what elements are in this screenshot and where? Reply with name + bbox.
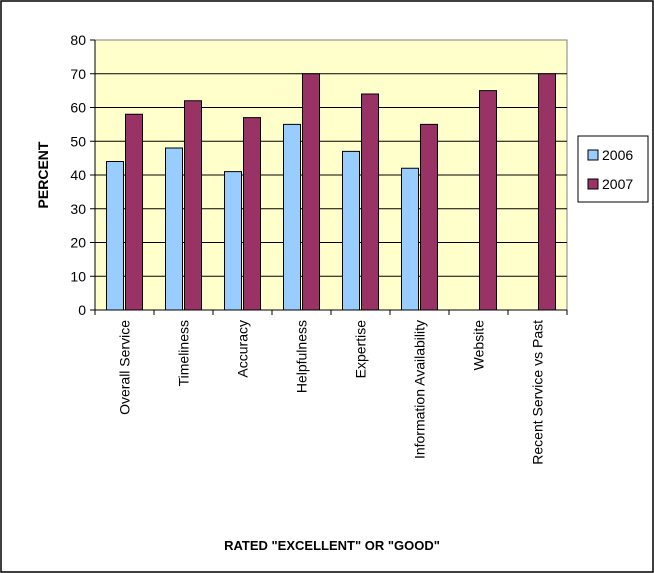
x-tick-label: Expertise <box>353 320 369 379</box>
y-axis: 0 10 20 30 40 50 60 70 80 <box>70 32 96 318</box>
bar-2007 <box>420 123 438 311</box>
y-tick-label: 70 <box>70 66 86 82</box>
bar-2007 <box>538 73 556 311</box>
y-tick-label: 10 <box>70 268 86 284</box>
y-tick-label: 60 <box>70 100 86 116</box>
y-tick-label: 50 <box>70 133 86 149</box>
y-tick-label: 0 <box>78 302 86 318</box>
legend-label: 2006 <box>602 147 633 163</box>
x-tick-label: Timeliness <box>176 320 192 386</box>
y-tick-label: 30 <box>70 201 86 217</box>
x-axis: Overall Service Timeliness Accuracy Helpful… <box>94 309 568 465</box>
bar-2007 <box>361 93 379 311</box>
y-tick-label: 20 <box>70 235 86 251</box>
x-tick-label: Helpfulness <box>294 320 310 393</box>
x-tick-label: Recent Service vs Past <box>530 320 546 465</box>
legend-box <box>577 135 649 203</box>
bar-2006 <box>342 150 360 311</box>
bar-2006 <box>165 147 183 311</box>
bar-2007 <box>184 100 202 311</box>
x-tick-label: Accuracy <box>235 320 251 378</box>
x-tick-label: Website <box>471 320 487 371</box>
y-tick-label: 80 <box>70 32 86 48</box>
legend-label: 2007 <box>602 176 633 192</box>
legend: 2006 2007 <box>577 135 649 203</box>
y-tick-label: 40 <box>70 167 86 183</box>
x-tick-label: Overall Service <box>117 320 133 415</box>
x-axis-title: RATED "EXCELLENT" OR "GOOD" <box>224 538 440 553</box>
legend-swatch <box>587 149 599 161</box>
bar-2006 <box>106 161 124 311</box>
bar-2007 <box>243 117 261 311</box>
bar-2006 <box>224 171 242 311</box>
bar-2007 <box>125 113 143 311</box>
x-tick-label: Information Availability <box>412 320 428 459</box>
bar-2006 <box>401 167 419 311</box>
bars <box>106 73 556 311</box>
bar-2006 <box>283 123 301 311</box>
y-axis-title: PERCENT <box>35 141 51 208</box>
bar-2007 <box>302 73 320 311</box>
legend-swatch <box>587 178 599 190</box>
bar-2007 <box>479 90 497 311</box>
